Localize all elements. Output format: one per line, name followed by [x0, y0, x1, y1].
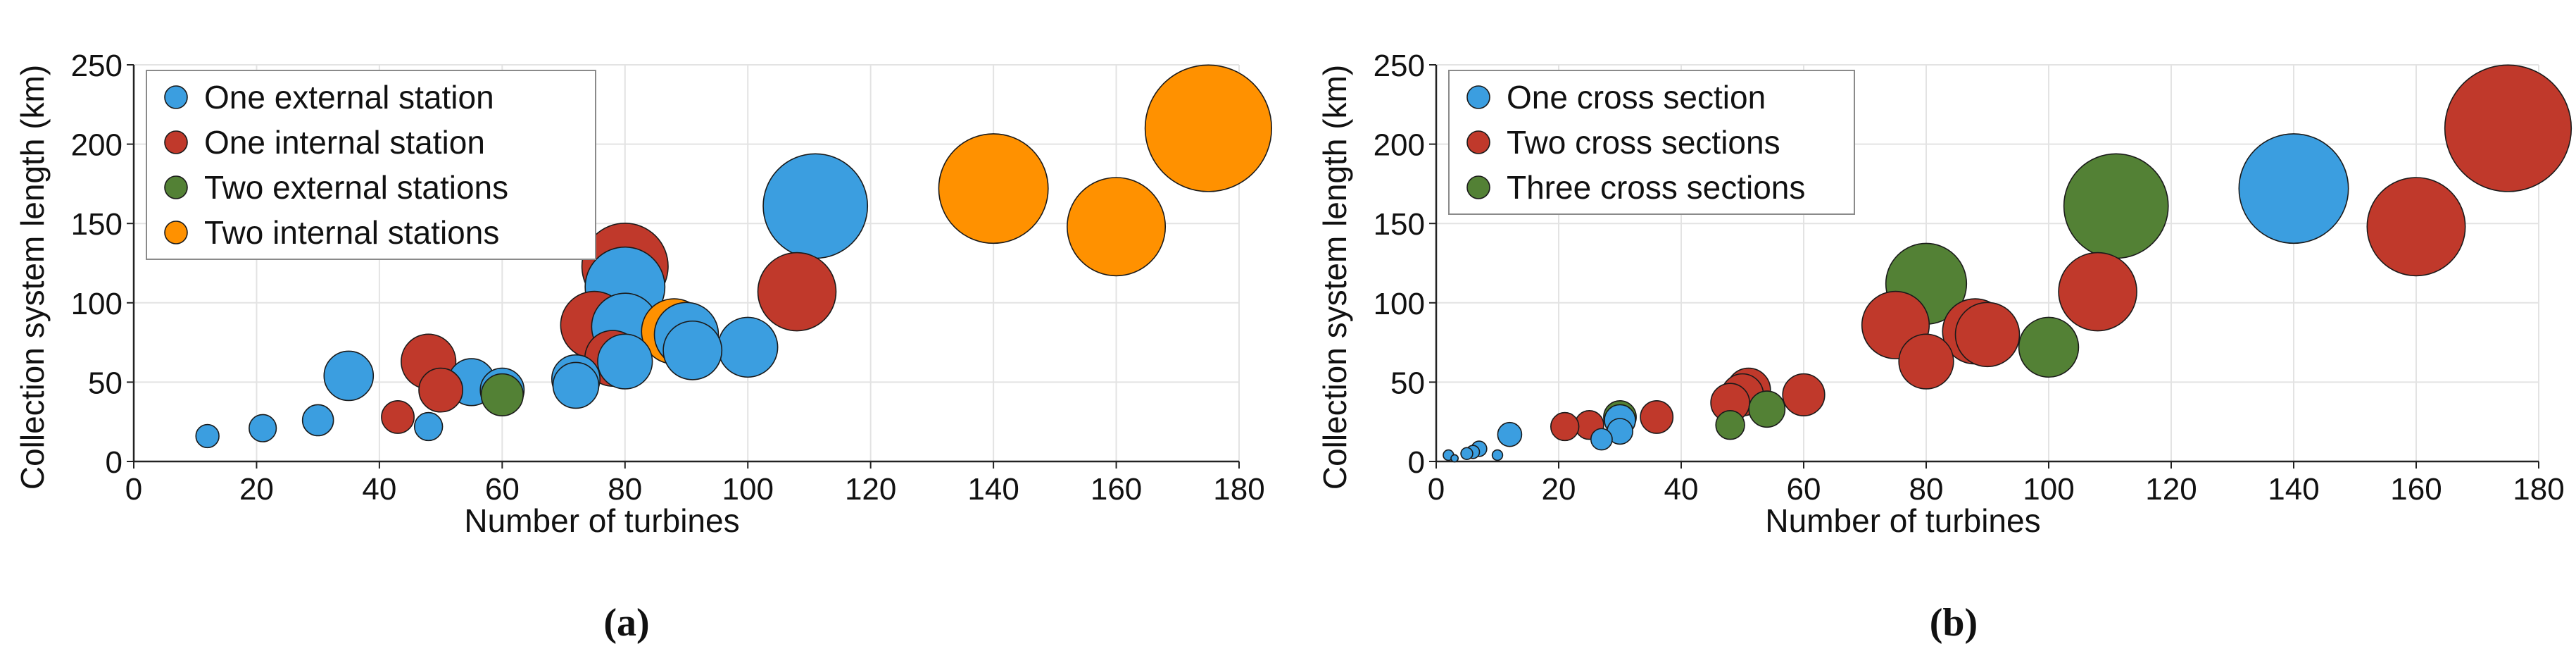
y-tick-label: 100 [1374, 287, 1425, 321]
y-tick-label: 150 [71, 207, 122, 242]
legend-marker [164, 130, 188, 154]
x-tick-label: 120 [845, 472, 896, 507]
x-tick-label: 100 [2023, 472, 2074, 507]
y-tick-label: 50 [88, 366, 122, 400]
x-tick-label: 120 [2145, 472, 2197, 507]
x-tick-label: 20 [239, 472, 274, 507]
data-point-series-3 [1748, 390, 1786, 428]
y-axis-title: Collection system length (km) [14, 65, 51, 490]
legend-marker [1466, 130, 1490, 154]
x-tick-label: 40 [1664, 472, 1699, 507]
data-point-series-1 [717, 316, 779, 378]
legend-label: Two internal stations [204, 214, 499, 251]
panel-caption: (a) [603, 601, 649, 645]
x-tick-label: 160 [2390, 472, 2442, 507]
chart-panel-b: 0 20 40 60 80 100 120 140 160 180 0 50 100 150 200 250 N… [1317, 49, 2572, 645]
x-tick-label: 160 [1091, 472, 1142, 507]
data-point-series-1 [662, 320, 723, 380]
data-point-series-3 [2018, 316, 2080, 378]
x-axis-title: Number of turbines [464, 502, 739, 539]
y-tick-label: 250 [71, 49, 122, 83]
x-tick-label: 140 [967, 472, 1019, 507]
data-point-series-1 [413, 411, 444, 442]
legend-label: One internal station [204, 124, 485, 161]
data-point-series-2 [1954, 302, 2021, 368]
legend-marker [164, 175, 188, 199]
y-tick-label: 100 [71, 287, 122, 321]
y-tick-label: 0 [106, 445, 122, 480]
data-point-series-4 [938, 133, 1049, 244]
x-axis-title: Number of turbines [1765, 502, 2040, 539]
data-point-series-2 [1640, 400, 1674, 434]
data-point-series-2 [418, 367, 464, 413]
data-point-series-1 [195, 423, 220, 449]
y-tick-label: 150 [1374, 207, 1425, 242]
data-point-series-2 [381, 400, 415, 434]
x-tick-label: 0 [125, 472, 142, 507]
data-point-series-1 [1460, 447, 1474, 460]
data-point-series-2 [1550, 411, 1580, 442]
data-point-series-2 [2366, 177, 2466, 277]
legend-box [1448, 70, 1855, 215]
data-point-series-1 [1497, 421, 1523, 447]
legend-label: Three cross sections [1507, 169, 1805, 206]
y-tick-label: 250 [1374, 49, 1425, 83]
legend-label: Two cross sections [1507, 124, 1780, 161]
legend-marker [1466, 85, 1490, 109]
data-point-series-1 [1450, 454, 1459, 463]
legend-label: One external station [204, 79, 494, 116]
data-point-series-3 [1715, 410, 1745, 440]
data-point-series-3 [2063, 153, 2169, 259]
legend-marker [1466, 175, 1490, 199]
x-tick-label: 40 [362, 472, 396, 507]
legend-label: One cross section [1507, 79, 1766, 116]
data-point-series-1 [762, 153, 869, 259]
y-tick-label: 50 [1390, 366, 1425, 400]
legend-label: Two external stations [204, 169, 508, 206]
data-point-series-2 [1898, 333, 1954, 390]
data-point-series-1 [323, 350, 375, 402]
data-point-series-3 [480, 373, 524, 417]
data-point-series-2 [1782, 373, 1826, 417]
data-point-series-1 [552, 361, 600, 409]
data-point-series-2 [2444, 64, 2572, 192]
data-point-series-1 [2238, 133, 2349, 244]
y-tick-label: 200 [1374, 128, 1425, 163]
x-tick-label: 180 [2513, 472, 2564, 507]
x-tick-label: 20 [1542, 472, 1576, 507]
legend-marker [164, 221, 188, 244]
data-point-series-1 [597, 333, 653, 390]
data-point-series-4 [1067, 177, 1167, 277]
x-tick-label: 140 [2268, 472, 2319, 507]
x-tick-label: 60 [1787, 472, 1821, 507]
x-tick-label: 80 [608, 472, 642, 507]
data-point-series-4 [1144, 64, 1272, 192]
x-tick-label: 0 [1428, 472, 1445, 507]
x-tick-label: 60 [485, 472, 520, 507]
y-tick-label: 0 [1408, 445, 1425, 480]
legend-marker [164, 85, 188, 109]
data-point-series-2 [2058, 252, 2137, 332]
data-point-series-1 [1590, 428, 1613, 451]
x-tick-label: 180 [1213, 472, 1264, 507]
data-point-series-1 [1491, 449, 1504, 461]
x-tick-label: 80 [1909, 472, 1944, 507]
data-point-series-1 [301, 404, 334, 437]
data-point-series-2 [757, 252, 837, 332]
chart-panel-a: 0 20 40 60 80 100 120 140 160 180 0 50 100 150 200 250 N… [14, 49, 1272, 645]
y-axis-title: Collection system length (km) [1317, 65, 1353, 490]
panel-caption: (b) [1930, 601, 1978, 645]
data-point-series-1 [249, 414, 277, 442]
x-tick-label: 100 [722, 472, 774, 507]
y-tick-label: 200 [71, 128, 122, 163]
legend-box [146, 70, 596, 260]
